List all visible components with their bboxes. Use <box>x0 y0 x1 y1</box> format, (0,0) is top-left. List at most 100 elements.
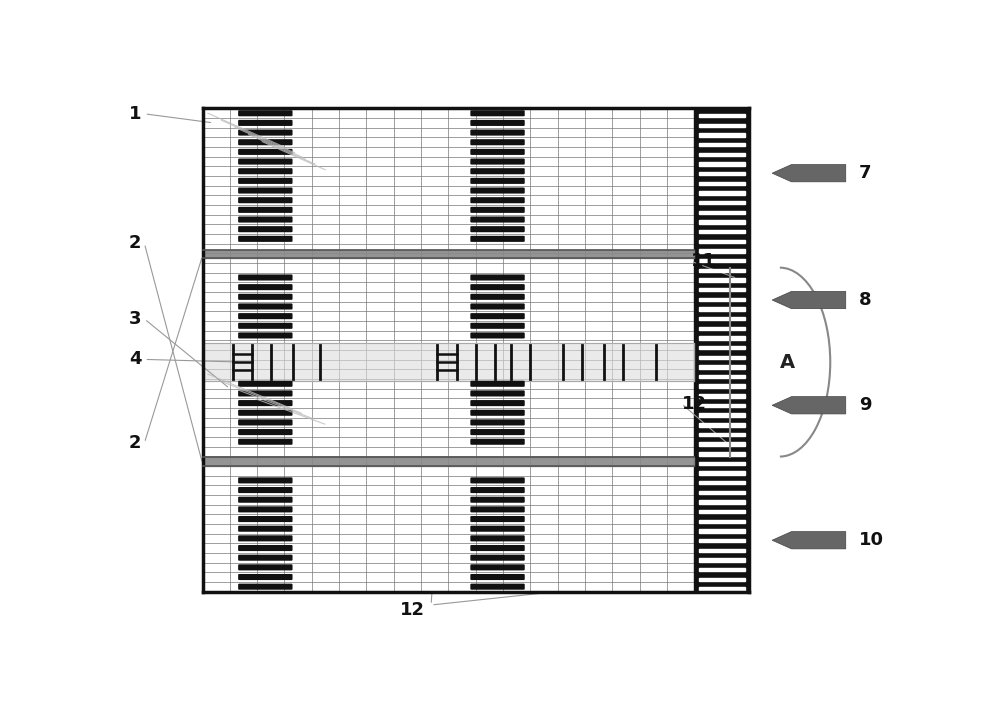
Bar <box>699 240 745 243</box>
FancyBboxPatch shape <box>470 439 525 445</box>
FancyBboxPatch shape <box>238 516 293 522</box>
FancyBboxPatch shape <box>238 477 293 484</box>
FancyBboxPatch shape <box>470 149 525 155</box>
Text: A: A <box>780 353 795 372</box>
FancyBboxPatch shape <box>238 130 293 135</box>
Bar <box>699 578 745 581</box>
FancyBboxPatch shape <box>238 506 293 512</box>
Text: 2: 2 <box>129 434 141 452</box>
Text: 10: 10 <box>859 531 884 549</box>
FancyBboxPatch shape <box>470 554 525 561</box>
FancyBboxPatch shape <box>470 332 525 339</box>
FancyBboxPatch shape <box>238 158 293 165</box>
FancyBboxPatch shape <box>238 284 293 290</box>
Bar <box>699 519 745 523</box>
Polygon shape <box>772 165 846 182</box>
Bar <box>699 327 745 330</box>
FancyBboxPatch shape <box>470 313 525 319</box>
FancyBboxPatch shape <box>470 545 525 551</box>
FancyBboxPatch shape <box>470 110 525 116</box>
FancyBboxPatch shape <box>238 304 293 310</box>
Bar <box>699 259 745 262</box>
FancyBboxPatch shape <box>238 554 293 561</box>
Bar <box>699 414 745 417</box>
FancyBboxPatch shape <box>238 400 293 406</box>
Polygon shape <box>772 531 846 549</box>
FancyBboxPatch shape <box>470 187 525 193</box>
FancyBboxPatch shape <box>238 564 293 571</box>
Bar <box>699 278 745 282</box>
Bar <box>699 394 745 397</box>
Text: 11: 11 <box>691 252 716 270</box>
FancyBboxPatch shape <box>238 419 293 426</box>
Bar <box>699 587 745 591</box>
FancyBboxPatch shape <box>470 284 525 290</box>
FancyBboxPatch shape <box>470 236 525 242</box>
Text: 9: 9 <box>859 396 871 414</box>
Bar <box>699 162 745 165</box>
Bar <box>699 210 745 214</box>
Bar <box>699 123 745 127</box>
FancyBboxPatch shape <box>470 390 525 397</box>
Bar <box>699 442 745 446</box>
FancyBboxPatch shape <box>470 226 525 232</box>
FancyBboxPatch shape <box>238 545 293 551</box>
FancyBboxPatch shape <box>470 516 525 522</box>
Bar <box>699 220 745 224</box>
Text: 12: 12 <box>400 601 425 620</box>
Bar <box>699 355 745 359</box>
FancyBboxPatch shape <box>470 304 525 310</box>
FancyBboxPatch shape <box>238 226 293 232</box>
Bar <box>699 539 745 543</box>
FancyBboxPatch shape <box>238 187 293 193</box>
Bar <box>699 288 745 291</box>
FancyBboxPatch shape <box>470 497 525 503</box>
FancyBboxPatch shape <box>238 390 293 397</box>
FancyBboxPatch shape <box>470 130 525 135</box>
FancyBboxPatch shape <box>470 419 525 426</box>
Bar <box>699 491 745 494</box>
FancyBboxPatch shape <box>238 439 293 445</box>
FancyBboxPatch shape <box>238 178 293 184</box>
FancyBboxPatch shape <box>470 409 525 416</box>
Bar <box>699 559 745 562</box>
Bar <box>699 230 745 233</box>
Bar <box>699 481 745 484</box>
Bar <box>699 423 745 426</box>
Bar <box>699 153 745 156</box>
FancyBboxPatch shape <box>470 536 525 541</box>
FancyBboxPatch shape <box>238 381 293 387</box>
Bar <box>699 549 745 552</box>
Bar <box>202 343 694 381</box>
FancyBboxPatch shape <box>238 574 293 580</box>
FancyBboxPatch shape <box>470 381 525 387</box>
FancyBboxPatch shape <box>238 536 293 541</box>
Bar <box>699 114 745 117</box>
FancyBboxPatch shape <box>238 217 293 222</box>
Bar <box>699 375 745 379</box>
Bar <box>699 346 745 349</box>
Polygon shape <box>772 292 846 308</box>
FancyBboxPatch shape <box>470 275 525 280</box>
Bar <box>699 472 745 475</box>
Polygon shape <box>772 397 846 414</box>
FancyBboxPatch shape <box>238 168 293 175</box>
Bar <box>699 568 745 571</box>
Text: 7: 7 <box>859 164 871 182</box>
FancyBboxPatch shape <box>470 584 525 590</box>
FancyBboxPatch shape <box>470 207 525 213</box>
Bar <box>694 109 749 592</box>
Text: 3: 3 <box>129 310 141 328</box>
Bar <box>699 191 745 195</box>
FancyBboxPatch shape <box>238 139 293 145</box>
FancyBboxPatch shape <box>470 506 525 512</box>
FancyBboxPatch shape <box>470 477 525 484</box>
Text: 8: 8 <box>859 291 872 309</box>
FancyBboxPatch shape <box>238 487 293 493</box>
FancyBboxPatch shape <box>238 313 293 319</box>
Bar <box>699 433 745 436</box>
Text: 4: 4 <box>129 350 141 369</box>
Text: 1: 1 <box>129 105 141 123</box>
FancyBboxPatch shape <box>238 110 293 116</box>
Bar <box>699 307 745 311</box>
